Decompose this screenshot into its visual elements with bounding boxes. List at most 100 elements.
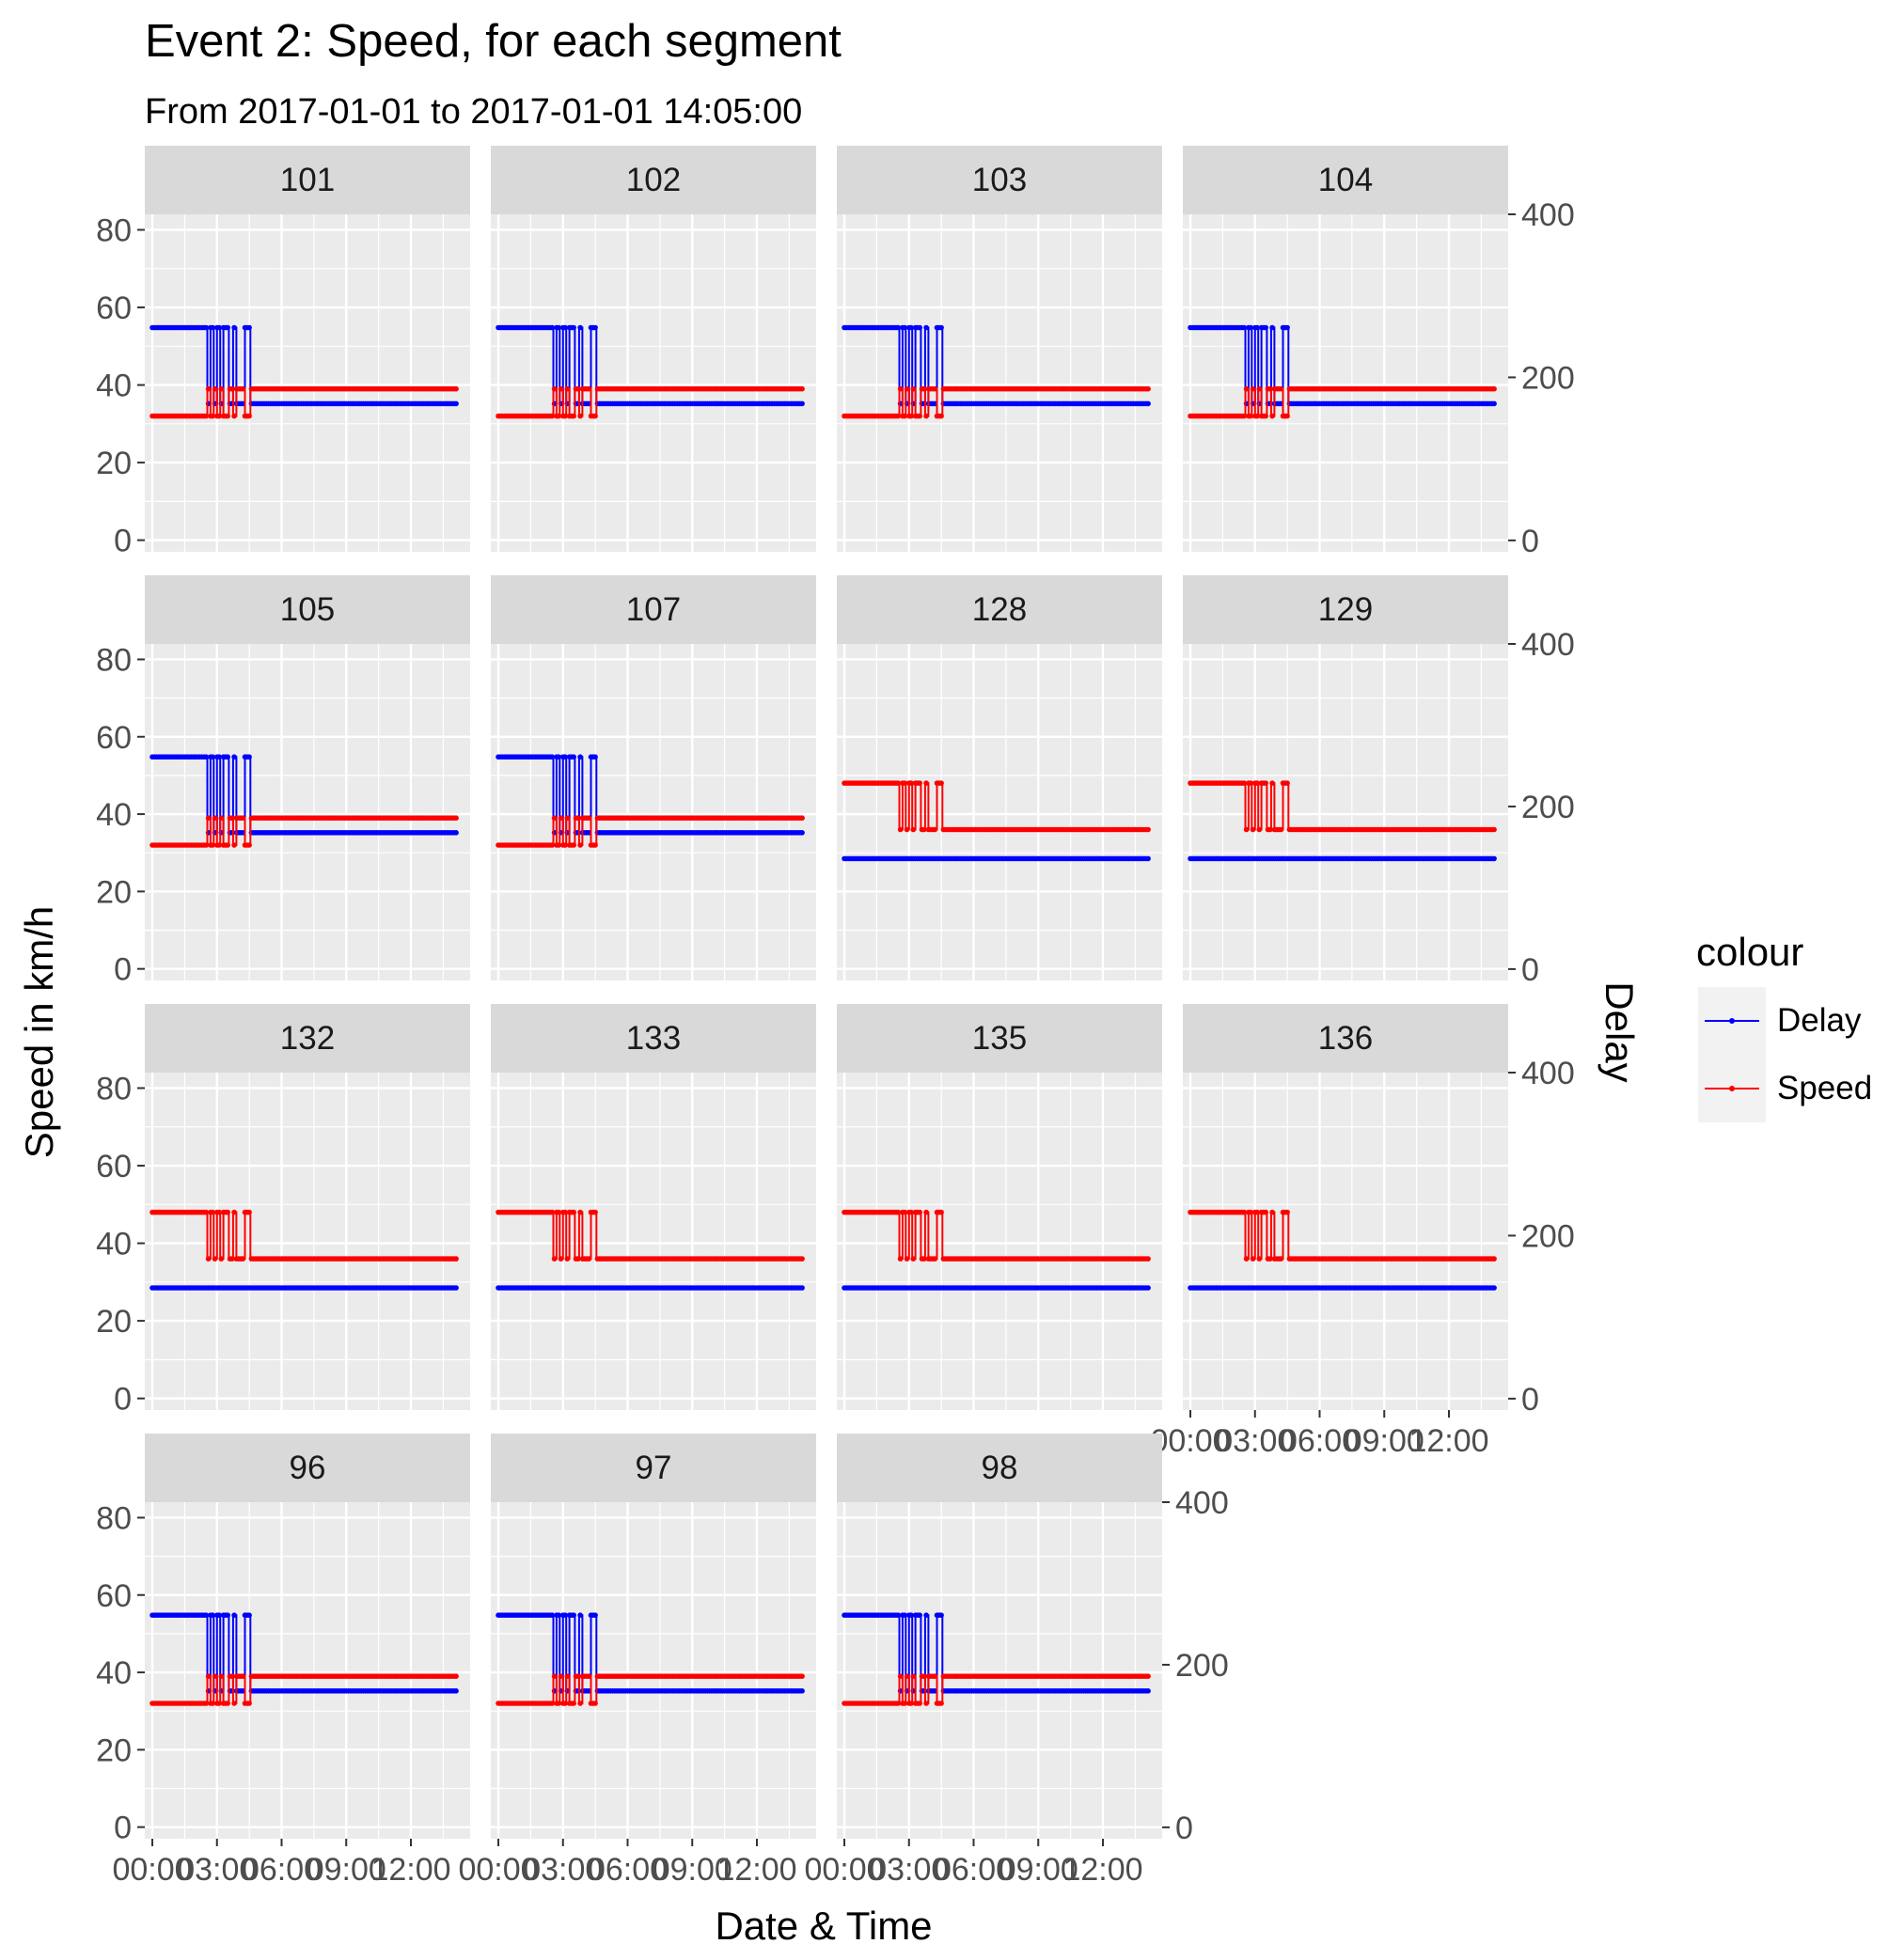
y2-tick-label: 400 xyxy=(1521,197,1575,233)
delay-series-points xyxy=(149,324,459,407)
delay-series-point xyxy=(246,754,252,760)
speed-series-point xyxy=(205,385,212,392)
speed-series-point xyxy=(1263,1209,1268,1215)
facet-strip-label: 102 xyxy=(626,162,681,198)
facet-panel: 107 xyxy=(491,575,816,980)
x-tick-label: 03:00 xyxy=(1215,1423,1295,1459)
delay-series-point xyxy=(225,324,230,331)
delay-series-point xyxy=(571,1612,576,1618)
delay-series-points xyxy=(149,1612,459,1694)
speed-series-point xyxy=(1248,780,1253,786)
x-tick-label: 06:00 xyxy=(934,1852,1014,1888)
delay-series-point xyxy=(453,400,459,407)
facet-strip-label: 129 xyxy=(1318,591,1373,628)
speed-series-point xyxy=(556,1209,561,1215)
speed-series-point xyxy=(592,413,598,419)
speed-series-point xyxy=(562,1209,568,1215)
legend-label-speed: Speed xyxy=(1777,1070,1872,1106)
facet-strip xyxy=(837,146,1162,214)
speed-series-point xyxy=(932,826,938,833)
y-tick-label: 80 xyxy=(96,642,132,678)
delay-series-point xyxy=(556,324,561,331)
speed-series-point xyxy=(897,826,904,833)
speed-series-point xyxy=(917,1209,922,1215)
speed-series-point xyxy=(549,842,556,848)
speed-series-point xyxy=(1269,1209,1275,1215)
speed-series-point xyxy=(210,842,215,848)
facet-strip xyxy=(491,575,816,644)
y-tick-label: 20 xyxy=(96,874,132,910)
speed-series-point xyxy=(577,413,583,419)
speed-series-points xyxy=(496,1209,805,1262)
y-tick-label: 20 xyxy=(96,1732,132,1768)
speed-series-line xyxy=(498,817,803,846)
y-tick-label: 80 xyxy=(96,213,132,249)
speed-series-line xyxy=(844,1675,1149,1704)
speed-series-point xyxy=(938,1701,944,1706)
speed-series-line xyxy=(498,387,803,417)
speed-series-point xyxy=(564,1256,571,1262)
delay-series-point xyxy=(895,1612,902,1618)
y-tick-label: 80 xyxy=(96,1500,132,1536)
facet-strip xyxy=(491,1434,816,1502)
delay-series-point xyxy=(923,324,929,331)
speed-series-line xyxy=(844,782,1149,831)
speed-series-point xyxy=(917,413,922,419)
delay-series-point xyxy=(799,1688,805,1694)
speed-series-line xyxy=(844,1211,1149,1261)
x-tick-label: 03:00 xyxy=(523,1852,603,1888)
speed-series-point xyxy=(1284,413,1290,419)
delay-series-point xyxy=(556,1612,561,1618)
delay-series-point xyxy=(225,754,230,760)
x-tick-label: 00:00 xyxy=(1150,1423,1230,1459)
speed-series-point xyxy=(218,385,225,392)
y-axis-label: Speed in km/h xyxy=(17,906,61,1159)
speed-series-point xyxy=(592,1701,598,1706)
y-tick-label: 20 xyxy=(96,446,132,481)
speed-series-point xyxy=(1284,780,1290,786)
speed-series-point xyxy=(904,385,910,392)
speed-series-point xyxy=(938,1209,944,1215)
speed-series-line xyxy=(1190,387,1495,417)
delay-series-point xyxy=(592,324,598,331)
x-tick-label: 00:00 xyxy=(804,1852,884,1888)
speed-series-point xyxy=(231,413,237,419)
delay-series-point xyxy=(1145,1688,1151,1694)
y-tick-label: 40 xyxy=(96,797,132,833)
delay-series-points xyxy=(1188,855,1497,862)
speed-series-point xyxy=(938,413,944,419)
speed-series-point xyxy=(1278,1256,1284,1262)
panel-background xyxy=(837,1073,1162,1410)
x-tick-label: 09:00 xyxy=(653,1852,732,1888)
y-tick-label: 60 xyxy=(96,1149,132,1184)
speed-series-point xyxy=(923,413,929,419)
delay-series-point xyxy=(246,1612,252,1618)
speed-series-point xyxy=(577,842,583,848)
speed-series-point xyxy=(923,780,929,786)
speed-series-point xyxy=(551,1256,558,1262)
speed-series-point xyxy=(895,413,902,419)
delay-series-point xyxy=(1248,324,1253,331)
y-tick-label: 60 xyxy=(96,290,132,326)
speed-series-points xyxy=(496,815,805,848)
speed-series-point xyxy=(575,385,581,392)
speed-series-point xyxy=(231,842,237,848)
speed-series-point xyxy=(1145,385,1151,392)
speed-series-line xyxy=(152,1211,457,1261)
delay-series-point xyxy=(1491,400,1497,407)
facet-strip-label: 107 xyxy=(626,591,681,628)
delay-series-point xyxy=(799,400,805,407)
delay-series-point xyxy=(203,324,210,331)
speed-series-point xyxy=(229,385,235,392)
y2-tick-label: 200 xyxy=(1175,1648,1229,1684)
speed-series-point xyxy=(799,1256,805,1262)
delay-series-point xyxy=(231,324,237,331)
speed-series-points xyxy=(1188,780,1497,833)
facet-panel: 128 xyxy=(837,575,1162,980)
speed-series-point xyxy=(216,1209,222,1215)
speed-series-point xyxy=(575,1256,581,1262)
speed-series-point xyxy=(895,1701,902,1706)
delay-series-point xyxy=(577,754,583,760)
